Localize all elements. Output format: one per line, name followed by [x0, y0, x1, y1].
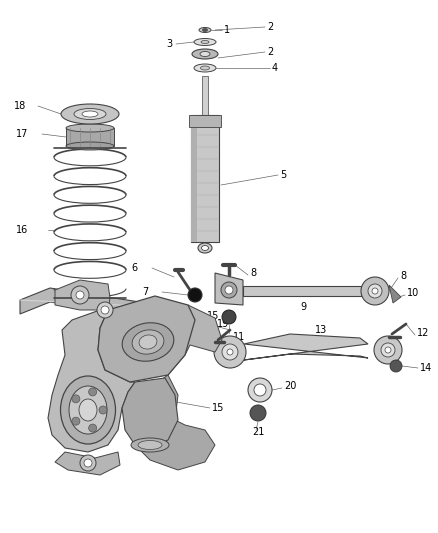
Ellipse shape	[132, 330, 164, 354]
Circle shape	[222, 310, 236, 324]
Text: 8: 8	[400, 271, 406, 281]
Text: 3: 3	[166, 39, 172, 49]
Text: 13: 13	[315, 325, 327, 335]
Text: 7: 7	[142, 287, 148, 297]
Circle shape	[88, 424, 97, 432]
Text: 16: 16	[16, 225, 28, 235]
Polygon shape	[244, 334, 368, 360]
Text: 14: 14	[420, 363, 432, 373]
Circle shape	[84, 459, 92, 467]
Text: 20: 20	[284, 381, 297, 391]
Ellipse shape	[60, 376, 116, 444]
Polygon shape	[122, 378, 178, 448]
Ellipse shape	[69, 386, 107, 434]
Circle shape	[385, 347, 391, 353]
Circle shape	[390, 360, 402, 372]
Text: 21: 21	[252, 427, 265, 437]
Text: 10: 10	[407, 288, 419, 298]
Circle shape	[225, 286, 233, 294]
Circle shape	[374, 336, 402, 364]
Circle shape	[227, 349, 233, 355]
Polygon shape	[189, 115, 221, 127]
Text: 1: 1	[224, 25, 230, 35]
Ellipse shape	[199, 28, 211, 33]
Circle shape	[72, 395, 80, 403]
Circle shape	[372, 288, 378, 294]
Polygon shape	[389, 285, 401, 303]
Circle shape	[361, 277, 389, 305]
Ellipse shape	[201, 41, 209, 44]
Text: 15: 15	[207, 311, 219, 321]
Polygon shape	[191, 115, 197, 242]
Ellipse shape	[198, 243, 212, 253]
Ellipse shape	[194, 64, 216, 72]
Text: 8: 8	[250, 268, 256, 278]
Circle shape	[221, 282, 237, 298]
Polygon shape	[66, 128, 114, 146]
Ellipse shape	[82, 111, 98, 117]
Polygon shape	[191, 115, 219, 242]
Polygon shape	[55, 452, 120, 475]
Polygon shape	[48, 310, 135, 452]
Circle shape	[88, 388, 97, 396]
Text: 2: 2	[267, 22, 273, 32]
Circle shape	[222, 344, 238, 360]
Ellipse shape	[122, 323, 174, 361]
Text: 11: 11	[233, 332, 245, 342]
Circle shape	[368, 284, 382, 298]
Circle shape	[101, 306, 109, 314]
Circle shape	[99, 406, 107, 414]
Text: 12: 12	[417, 328, 429, 338]
Circle shape	[248, 378, 272, 402]
Ellipse shape	[200, 52, 210, 56]
Ellipse shape	[194, 38, 216, 45]
Ellipse shape	[66, 124, 114, 132]
Text: 18: 18	[14, 101, 26, 111]
Circle shape	[76, 291, 84, 299]
Polygon shape	[215, 273, 243, 305]
Polygon shape	[20, 288, 178, 322]
Circle shape	[188, 288, 202, 302]
Polygon shape	[55, 280, 110, 310]
Polygon shape	[202, 76, 208, 115]
Ellipse shape	[201, 246, 208, 251]
Ellipse shape	[61, 104, 119, 124]
Ellipse shape	[66, 142, 114, 150]
Polygon shape	[168, 305, 222, 375]
Text: 9: 9	[300, 302, 306, 312]
Circle shape	[254, 384, 266, 396]
Ellipse shape	[79, 399, 97, 421]
Circle shape	[97, 302, 113, 318]
Circle shape	[381, 343, 395, 357]
Text: 5: 5	[280, 170, 286, 180]
Text: 17: 17	[16, 129, 28, 139]
Ellipse shape	[139, 335, 157, 349]
Circle shape	[80, 455, 96, 471]
Circle shape	[250, 405, 266, 421]
Ellipse shape	[138, 440, 162, 449]
Text: 15: 15	[212, 403, 224, 413]
Polygon shape	[243, 286, 367, 296]
Ellipse shape	[201, 66, 209, 70]
Text: 6: 6	[131, 263, 137, 273]
Text: 4: 4	[272, 63, 278, 73]
Polygon shape	[122, 375, 215, 470]
Ellipse shape	[74, 109, 106, 119]
Ellipse shape	[131, 438, 169, 452]
Text: 19: 19	[217, 319, 229, 329]
Ellipse shape	[192, 49, 218, 59]
Polygon shape	[98, 296, 195, 382]
Circle shape	[214, 336, 246, 368]
Text: 2: 2	[267, 47, 273, 57]
Circle shape	[71, 286, 89, 304]
Ellipse shape	[202, 28, 208, 31]
Circle shape	[72, 417, 80, 425]
